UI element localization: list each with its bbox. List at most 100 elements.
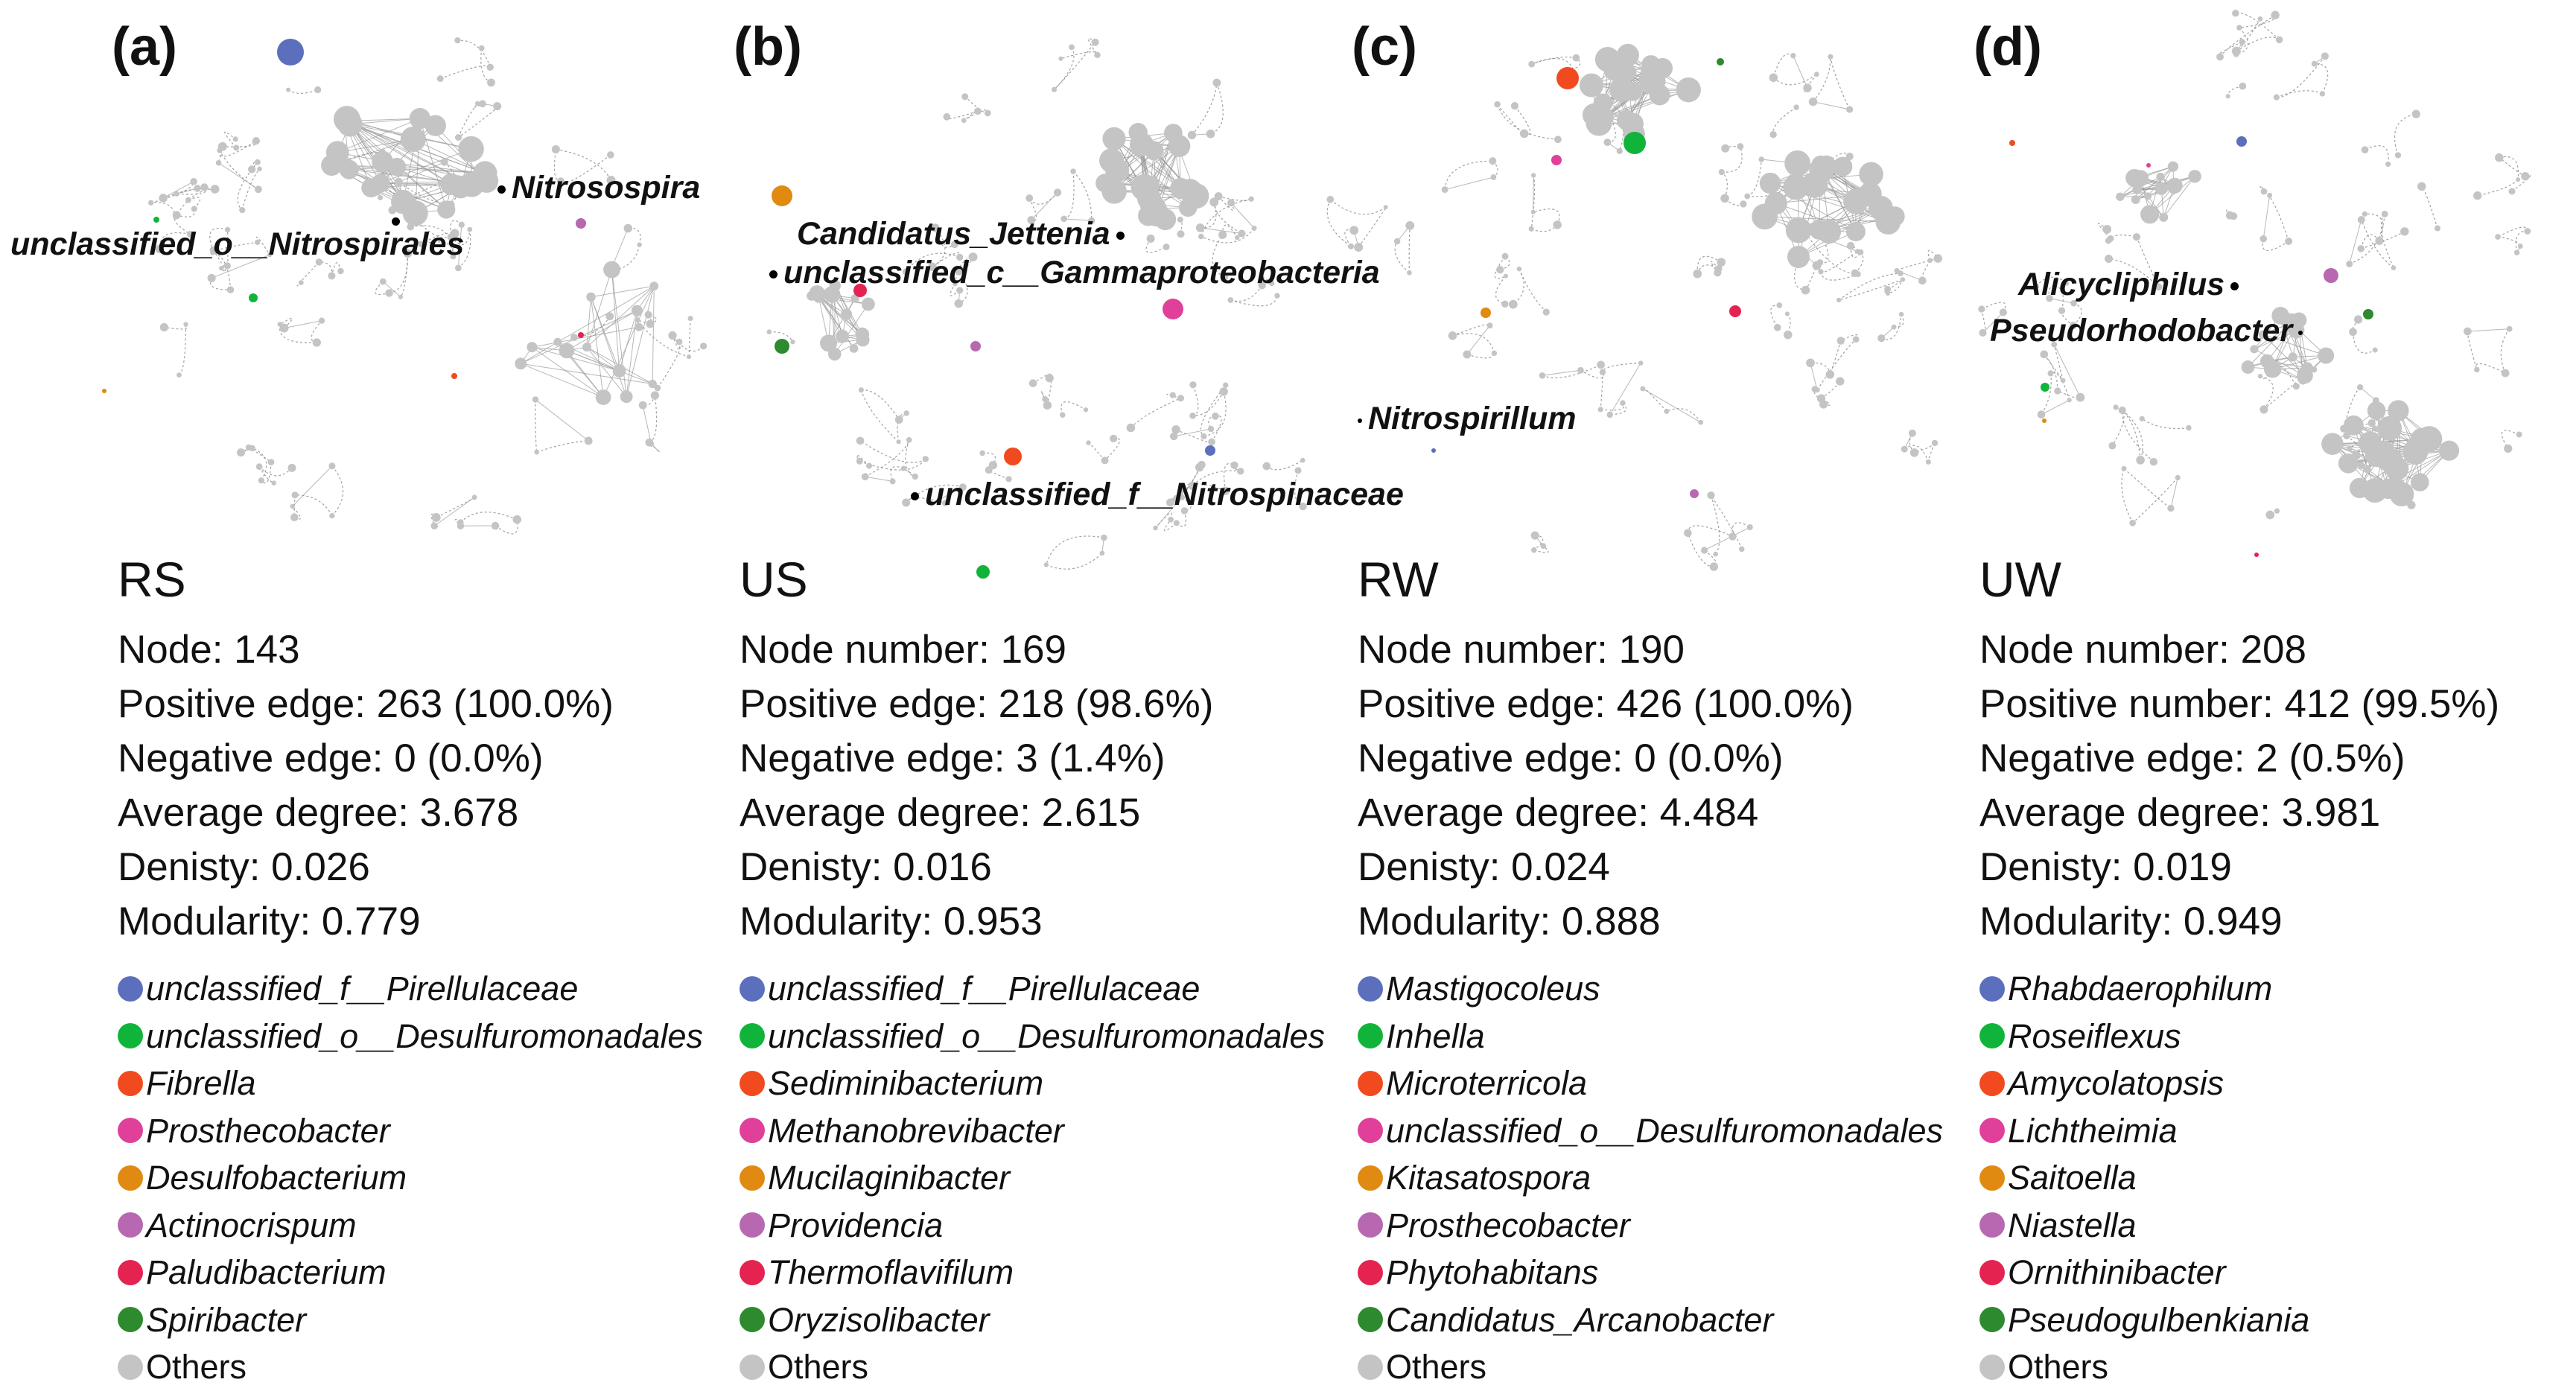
node: [2236, 25, 2242, 30]
node: [2119, 407, 2126, 414]
node: [1641, 55, 1660, 74]
node: [257, 167, 261, 171]
node: [828, 348, 842, 361]
node: [676, 339, 683, 346]
node: [862, 297, 875, 311]
edge: [535, 400, 588, 441]
highlighted-node: [1163, 299, 1183, 319]
node: [906, 437, 912, 443]
node: [2188, 170, 2201, 182]
node: [479, 100, 486, 107]
node: [2373, 397, 2379, 404]
node: [687, 354, 691, 359]
node: [2167, 178, 2183, 194]
node: [1836, 377, 1844, 385]
legend-item: Paludibacterium: [118, 1249, 703, 1296]
node: [559, 343, 574, 358]
node: [1046, 374, 1054, 382]
edge: [626, 286, 654, 396]
node: [807, 291, 816, 301]
node: [2509, 188, 2516, 194]
node: [1054, 188, 1061, 196]
legend-swatch: [1358, 1118, 1383, 1143]
node: [1786, 217, 1812, 243]
legend-swatch: [1358, 1212, 1383, 1238]
highlighted-node: [451, 373, 457, 379]
node: [1208, 426, 1214, 432]
edge: [434, 497, 474, 526]
node: [278, 322, 283, 327]
node: [1979, 329, 1986, 337]
network-stats: Node number: 169 Positive edge: 218 (98.…: [740, 623, 1213, 949]
node: [2364, 465, 2371, 473]
node: [2239, 39, 2245, 45]
legend-item: unclassified_o__Desulfuromonadales: [1358, 1107, 1943, 1155]
density: Denisty: 0.024: [1358, 840, 1854, 894]
node: [185, 197, 191, 203]
node: [190, 178, 197, 185]
node: [1817, 394, 1825, 402]
node: [1572, 54, 1580, 62]
legend-swatch: [740, 1260, 765, 1285]
node: [1877, 334, 1885, 342]
highlighted-node: [1556, 67, 1579, 89]
node: [2175, 475, 2181, 480]
node: [1826, 370, 1835, 379]
legend-item: Mastigocoleus: [1358, 965, 1943, 1013]
node: [227, 286, 235, 293]
panel-letter: (d): [1974, 16, 2042, 77]
node: [1714, 269, 1721, 276]
node: [1758, 156, 1764, 162]
node: [326, 141, 349, 164]
node: [1127, 424, 1136, 433]
node: [467, 227, 472, 232]
node: [1739, 547, 1744, 552]
node: [901, 466, 906, 471]
node: [1163, 243, 1170, 250]
node: [2407, 501, 2415, 509]
edge: [1409, 226, 1410, 273]
node: [1609, 77, 1634, 102]
edge: [1046, 553, 1102, 569]
node: [1698, 420, 1703, 425]
panel-rs: (a) Nitrosospira unclassified_o__Nitrosp…: [112, 0, 752, 1368]
modularity: Modularity: 0.953: [740, 894, 1213, 949]
node: [1463, 350, 1471, 358]
node: [2105, 238, 2112, 244]
node: [1855, 249, 1860, 254]
node: [513, 515, 522, 524]
node: [437, 75, 444, 82]
node-count: Node number: 208: [1979, 623, 2499, 677]
node: [1208, 439, 1215, 446]
node: [2274, 95, 2280, 101]
node: [458, 136, 483, 162]
highlighted-node: [1623, 132, 1646, 154]
node: [1043, 401, 1052, 410]
average-degree: Average degree: 4.484: [1358, 786, 1854, 840]
node: [454, 37, 460, 43]
node: [1622, 112, 1644, 134]
node: [2186, 425, 2191, 430]
node: [1553, 220, 1561, 229]
node: [224, 262, 231, 269]
node: [2372, 443, 2378, 449]
node: [2274, 509, 2280, 514]
node: [1598, 407, 1603, 412]
node: [183, 322, 188, 326]
node: [299, 280, 304, 285]
edge: [2124, 468, 2171, 508]
node: [1212, 79, 1221, 87]
node: [1719, 169, 1725, 175]
edge: [1813, 57, 1831, 101]
node: [605, 312, 614, 320]
highlighted-node: [1717, 58, 1724, 66]
legend-swatch: [1979, 1212, 2005, 1238]
node: [1747, 524, 1753, 530]
node: [1044, 562, 1049, 567]
node: [2524, 228, 2531, 235]
node: [255, 159, 261, 165]
callout-label: unclassified_c__Gammaproteobacteria: [763, 255, 1380, 291]
node: [493, 102, 501, 110]
node: [635, 317, 640, 322]
node: [233, 144, 239, 150]
